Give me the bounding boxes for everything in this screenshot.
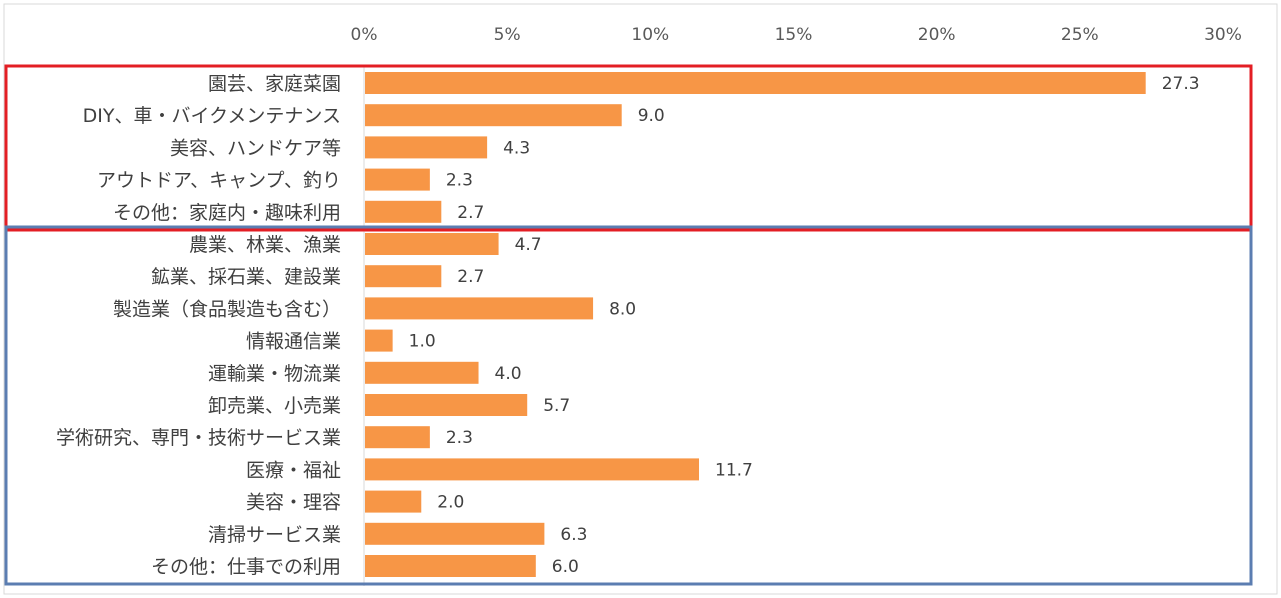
bar <box>365 426 430 449</box>
data-label: 5.7 <box>543 396 570 416</box>
data-label: 6.3 <box>560 525 587 545</box>
category-label: 美容・理容 <box>246 492 341 514</box>
data-label: 4.7 <box>515 235 542 255</box>
category-label: その他：仕事での利用 <box>151 556 341 578</box>
category-label: 製造業（食品製造も含む） <box>113 298 341 320</box>
data-label: 4.0 <box>495 364 522 384</box>
x-tick-label: 10% <box>631 25 669 45</box>
data-label: 2.3 <box>446 428 473 448</box>
x-tick-label: 15% <box>775 25 813 45</box>
bars <box>365 72 1146 577</box>
data-label: 8.0 <box>609 299 636 319</box>
category-label: 農業、林業、漁業 <box>189 234 341 256</box>
data-label: 27.3 <box>1162 74 1200 94</box>
category-label: 園芸、家庭菜園 <box>208 73 341 95</box>
category-label: 学術研究、専門・技術サービス業 <box>56 427 341 449</box>
value-labels: 27.3 9.0 4.3 2.3 2.7 4.7 2.7 8.0 1.0 4.0 5.7 2.3 11.… <box>409 74 1200 577</box>
bar <box>365 522 545 545</box>
category-label: アウトドア、キャンプ、釣り <box>97 170 341 192</box>
bar <box>365 458 700 481</box>
category-group-border <box>4 225 1253 586</box>
x-tick-label: 20% <box>918 25 956 45</box>
bar <box>365 136 488 159</box>
bar <box>365 329 393 352</box>
bar <box>365 72 1146 94</box>
x-tick-label: 25% <box>1061 25 1099 45</box>
category-group-borders <box>4 64 1253 586</box>
bar <box>365 297 594 320</box>
category-label: 運輸業・物流業 <box>208 363 341 385</box>
data-label: 2.3 <box>446 171 473 191</box>
chart-frame <box>3 3 1278 595</box>
data-label: 6.0 <box>552 557 579 577</box>
bar <box>365 200 442 223</box>
category-label: 情報通信業 <box>246 331 341 353</box>
category-label: 医療・福祉 <box>246 459 341 481</box>
bar <box>365 168 430 191</box>
x-tick-label: 30% <box>1204 25 1242 45</box>
data-label: 9.0 <box>638 106 665 126</box>
category-group-border <box>4 64 1253 232</box>
data-label: 11.7 <box>715 460 753 480</box>
category-label: 清掃サービス業 <box>208 524 341 546</box>
bar <box>365 394 528 416</box>
x-tick-label: 5% <box>494 25 521 45</box>
bar <box>365 490 422 513</box>
bar <box>365 104 622 127</box>
data-label: 4.3 <box>503 138 530 158</box>
data-label: 1.0 <box>409 332 436 352</box>
bar <box>365 555 536 577</box>
x-tick-label: 0% <box>351 25 378 45</box>
category-label: 美容、ハンドケア等 <box>170 137 341 159</box>
data-label: 2.7 <box>457 203 484 223</box>
data-label: 2.0 <box>437 493 464 513</box>
data-label: 2.7 <box>457 267 484 287</box>
category-labels: 園芸、家庭菜園 DIY、車・バイクメンテナンス美容、ハンドケア等アウトドア、キャン… <box>56 73 341 578</box>
bar <box>365 265 442 288</box>
category-label: 鉱業、採石業、建設業 <box>151 266 341 288</box>
category-label: その他：家庭内・趣味利用 <box>113 202 341 224</box>
bar <box>365 233 499 255</box>
x-axis: 0% 5% 10% 15% 20% 25% 30% <box>351 25 1242 586</box>
category-label: 卸売業、小売業 <box>208 395 341 417</box>
bar <box>365 361 479 384</box>
category-label: DIY、車・バイクメンテナンス <box>83 105 341 127</box>
